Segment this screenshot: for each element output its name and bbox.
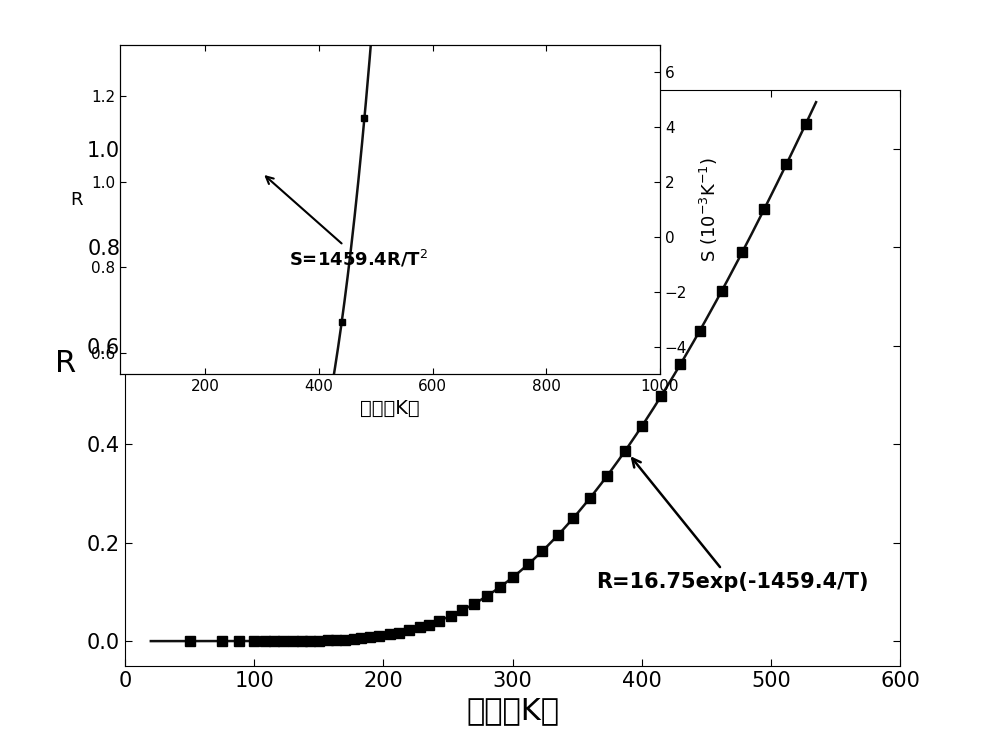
X-axis label: 温度（K）: 温度（K）	[360, 399, 420, 418]
Y-axis label: S (10$^{-3}$K$^{-1}$): S (10$^{-3}$K$^{-1}$)	[698, 157, 720, 262]
Y-axis label: R: R	[55, 349, 77, 378]
Text: S=1459.4R/T$^{2}$: S=1459.4R/T$^{2}$	[266, 177, 428, 269]
X-axis label: 温度（K）: 温度（K）	[466, 696, 559, 725]
Y-axis label: R: R	[71, 191, 83, 209]
Text: R=16.75exp(-1459.4/T): R=16.75exp(-1459.4/T)	[596, 459, 868, 592]
